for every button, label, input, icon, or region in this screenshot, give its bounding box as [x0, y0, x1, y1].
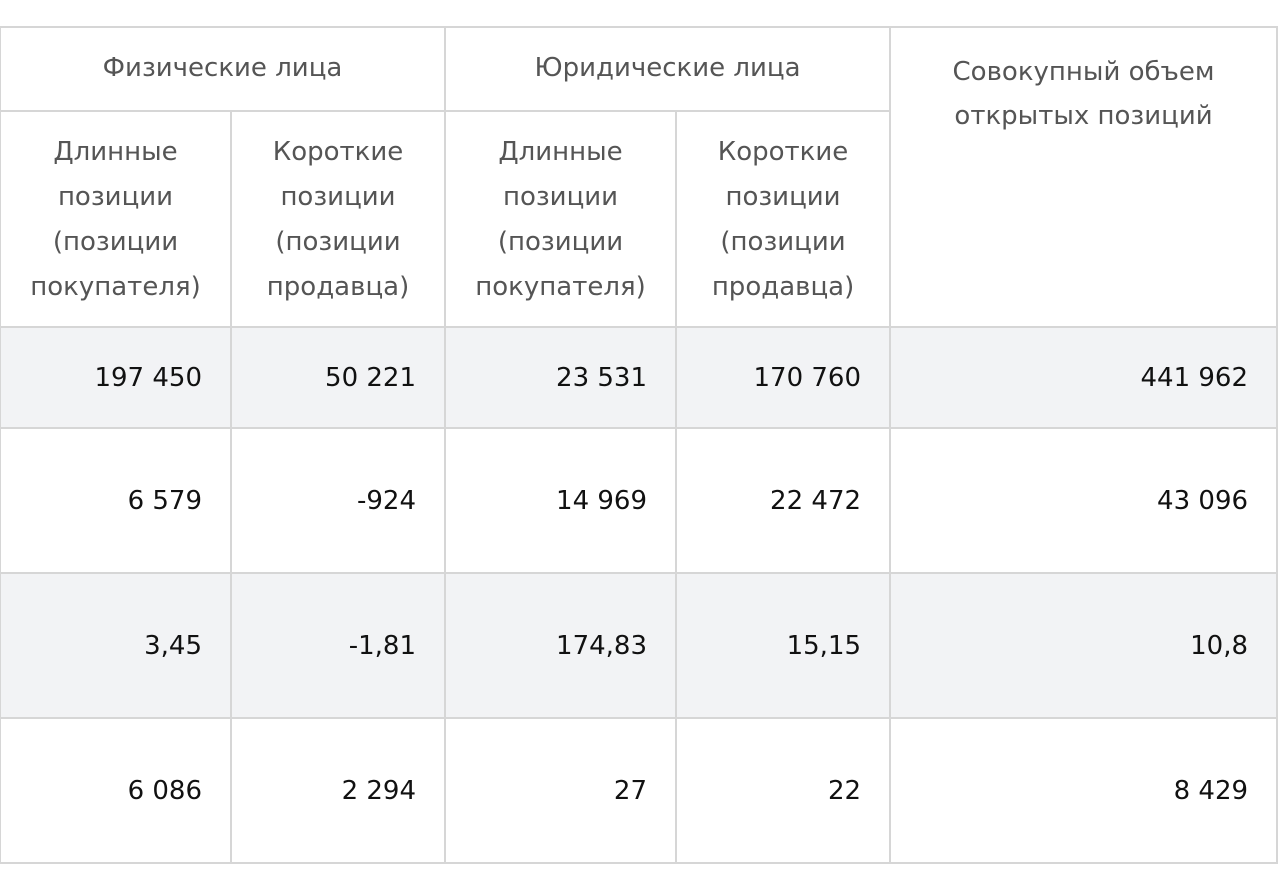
table-cell: 27	[444, 717, 678, 864]
table-cell: 170 760	[675, 326, 892, 429]
table-row: 197 450 50 221 23 531 170 760 441 962	[0, 326, 1279, 429]
table-cell: 2 294	[229, 717, 447, 864]
header-group: Физические лица	[0, 26, 447, 112]
table-cell: 441 962	[889, 326, 1279, 429]
positions-table: Физические лица Юридические лица Совокуп…	[0, 26, 1279, 864]
subheader: Длинные позиции (позиции покупателя)	[444, 110, 678, 328]
header-group: Юридические лица	[444, 26, 892, 112]
table-row: 6 086 2 294 27 22 8 429	[0, 717, 1279, 864]
table-cell: 22	[675, 717, 892, 864]
table-cell: 8 429	[889, 717, 1279, 864]
table-cell: -924	[229, 427, 447, 574]
table-cell: 10,8	[889, 572, 1279, 719]
table-cell: -1,81	[229, 572, 447, 719]
table-cell: 197 450	[0, 326, 232, 429]
table-row: 3,45 -1,81 174,83 15,15 10,8	[0, 572, 1279, 719]
subheader: Короткие позиции (позиции продавца)	[675, 110, 892, 328]
subheader: Длинные позиции (позиции покупателя)	[0, 110, 232, 328]
table-cell: 174,83	[444, 572, 678, 719]
table-cell: 22 472	[675, 427, 892, 574]
table-body: 197 450 50 221 23 531 170 760 441 962 6 579 -9…	[0, 326, 1279, 864]
table-cell: 14 969	[444, 427, 678, 574]
subheader: Короткие позиции (позиции продавца)	[229, 110, 447, 328]
table-cell: 6 579	[0, 427, 232, 574]
table-cell: 6 086	[0, 717, 232, 864]
table-cell: 50 221	[229, 326, 447, 429]
table-cell: 15,15	[675, 572, 892, 719]
header-group: Совокупный объем открытых позиций	[889, 26, 1279, 328]
table-cell: 23 531	[444, 326, 678, 429]
table-cell: 43 096	[889, 427, 1279, 574]
table-row: 6 579 -924 14 969 22 472 43 096	[0, 427, 1279, 574]
table-cell: 3,45	[0, 572, 232, 719]
